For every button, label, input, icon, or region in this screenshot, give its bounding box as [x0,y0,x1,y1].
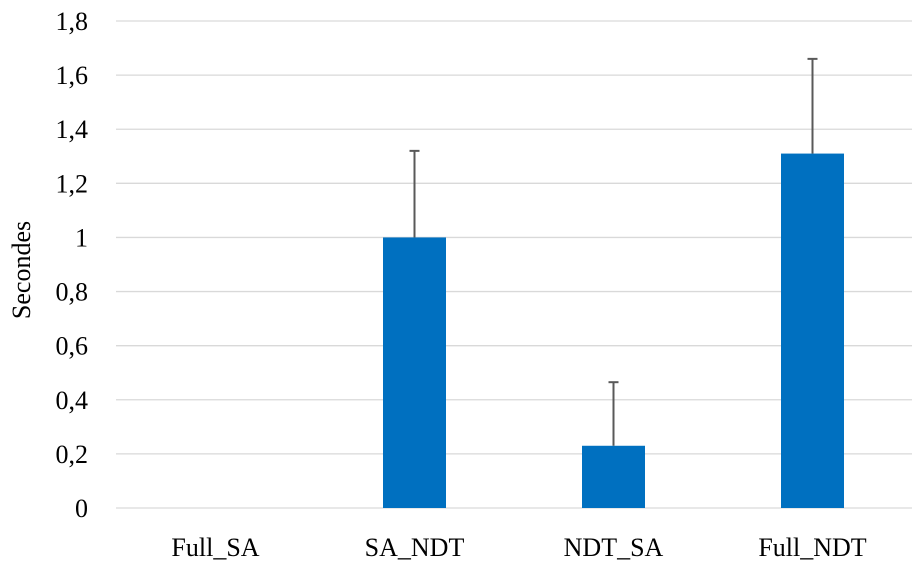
y-axis-ticks: 0 0,2 0,4 0,6 0,8 1 1,2 1,4 1,6 1,8 [56,7,89,523]
gridlines [116,20,912,509]
bars [383,153,844,509]
y-tick-label: 1,6 [56,61,89,90]
bar [582,445,645,508]
y-tick-label: 0,2 [56,440,89,469]
x-category-label: SA_NDT [365,533,465,562]
x-category-label: Full_NDT [758,533,866,562]
y-tick-label: 0,8 [56,278,89,307]
y-tick-label: 0,4 [56,386,89,415]
y-tick-label: 1,8 [56,7,89,36]
error-bars [409,57,818,446]
bar [383,237,446,508]
y-tick-label: 1,2 [56,169,89,198]
x-category-label: Full_SA [171,533,259,562]
x-category-label: NDT_SA [564,533,664,562]
y-tick-label: 1 [75,223,88,252]
y-tick-label: 0,6 [56,332,89,361]
x-axis-categories: Full_SA SA_NDT NDT_SA Full_NDT [171,533,866,562]
y-axis-label: Secondes [7,221,36,319]
bar [781,153,844,509]
y-tick-label: 0 [75,494,88,523]
y-tick-label: 1,4 [56,115,89,144]
